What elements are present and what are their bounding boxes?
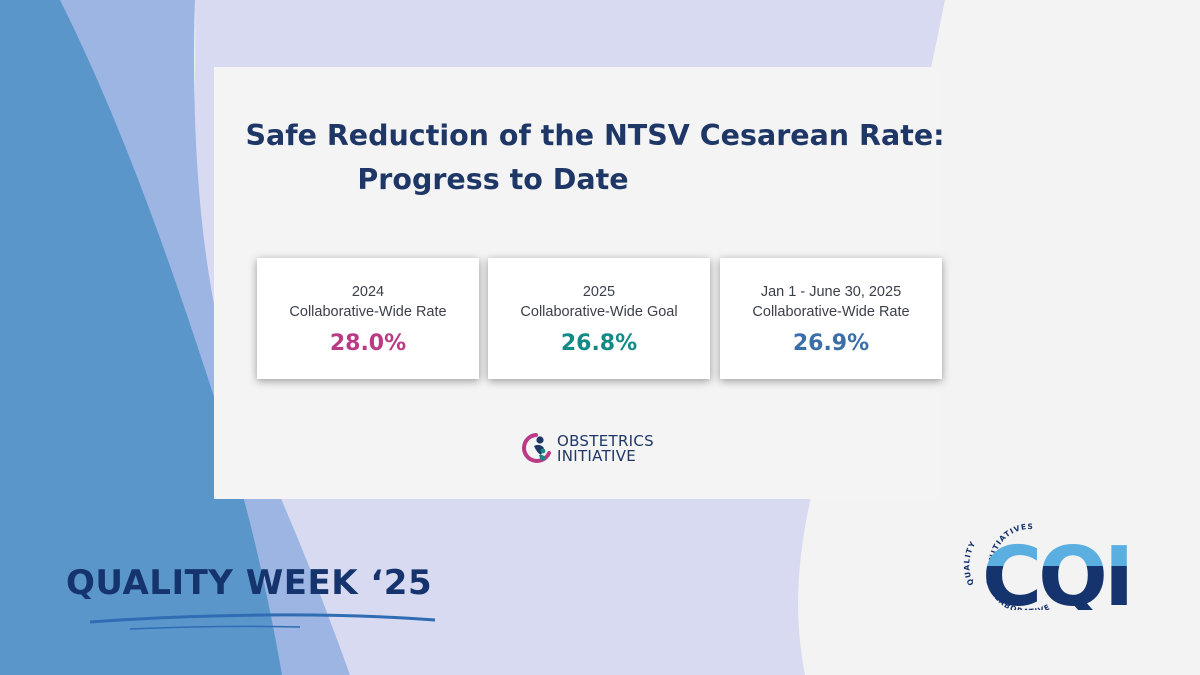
obstetrics-emblem-icon [522, 433, 551, 463]
card-value: 26.8% [560, 331, 638, 356]
quality-week-underline [89, 613, 436, 624]
title-line-1: Safe Reduction of the NTSV Cesarean Rate… [245, 119, 945, 152]
obstetrics-logo-text: OBSTETRICS INITIATIVE [557, 434, 687, 464]
wave-dark [0, 0, 282, 675]
obstetrics-logo-line-2: INITIATIVE [557, 447, 637, 465]
card-label-line-1: Jan 1 - June 30, 2025 [760, 284, 902, 300]
cqi-ring-left-text: QUALITY [962, 539, 976, 586]
cqi-letters-dark: CQI [982, 530, 1130, 610]
stat-card-2024-rate: 2024 Collaborative-Wide Rate 28.0% [257, 258, 479, 379]
card-label-line-2: Collaborative-Wide Goal [520, 304, 678, 320]
svg-text:QUALITY: QUALITY [962, 539, 977, 586]
card-label-line-2: Collaborative-Wide Rate [289, 304, 447, 320]
cqi-letters-light: CQI [982, 530, 1130, 610]
obstetrics-initiative-logo: OBSTETRICS INITIATIVE [522, 431, 682, 471]
card-label-line-1: 2024 [351, 284, 385, 300]
cqi-logo: INITIATIVES QUALITY COLLABORATIVE CQI CQ… [962, 522, 1134, 610]
card-label-line-1: 2025 [582, 284, 616, 300]
stat-card-2025-goal: 2025 Collaborative-Wide Goal 26.8% [488, 258, 710, 379]
progress-panel: Safe Reduction of the NTSV Cesarean Rate… [214, 67, 945, 499]
card-value: 28.0% [329, 331, 407, 356]
card-label-line-2: Collaborative-Wide Rate [752, 304, 910, 320]
stat-card-2025-ytd-rate: Jan 1 - June 30, 2025 Collaborative-Wide… [720, 258, 942, 379]
obstetrics-logo-line-1: OBSTETRICS [557, 432, 654, 450]
title-line-2: Progress to Date [357, 163, 629, 196]
card-value: 26.9% [792, 331, 870, 356]
quality-week-heading: QUALITY WEEK ‘25 [66, 563, 433, 603]
